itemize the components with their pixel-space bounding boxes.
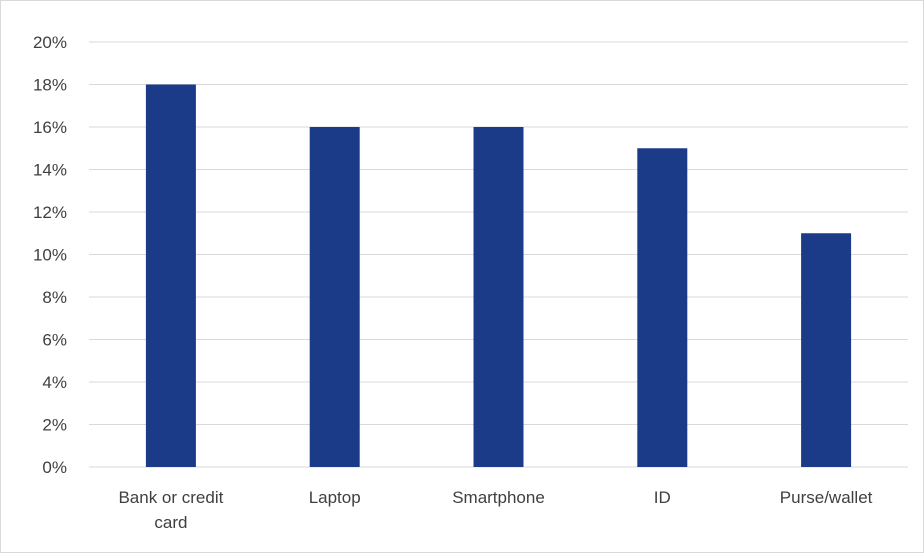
y-tick-label: 4% [42,373,67,392]
y-tick-label: 6% [42,331,67,350]
y-tick-label: 12% [33,203,67,222]
x-category-label-line: Laptop [309,488,361,507]
bars [145,84,852,467]
x-category-label: Purse/wallet [780,488,873,507]
bar [473,127,524,467]
bar [309,127,360,467]
x-category-label-line: card [154,513,187,532]
y-tick-label: 18% [33,76,67,95]
y-tick-label: 16% [33,118,67,137]
x-category-label: Laptop [309,488,361,507]
x-category-label-line: Smartphone [452,488,545,507]
x-category-label-line: Purse/wallet [780,488,873,507]
y-tick-label: 2% [42,416,67,435]
y-tick-label: 14% [33,161,67,180]
y-tick-label: 0% [42,458,67,477]
bar [145,84,196,467]
y-tick-label: 8% [42,288,67,307]
bar [637,148,688,467]
y-tick-label: 10% [33,246,67,265]
x-category-label: Bank or credit card [118,488,223,532]
y-axis-tick-labels: 0% 2% 4% 6% 8% 10% 12% 14% 16% 18% 20% [33,33,67,477]
x-category-label-line: ID [654,488,671,507]
x-category-label: ID [654,488,671,507]
x-category-label: Smartphone [452,488,545,507]
x-category-label-line: Bank or credit [118,488,223,507]
y-tick-label: 20% [33,33,67,52]
bar [801,233,852,467]
x-axis-category-labels: Bank or credit card Laptop Smartphone ID Purs… [118,488,872,532]
